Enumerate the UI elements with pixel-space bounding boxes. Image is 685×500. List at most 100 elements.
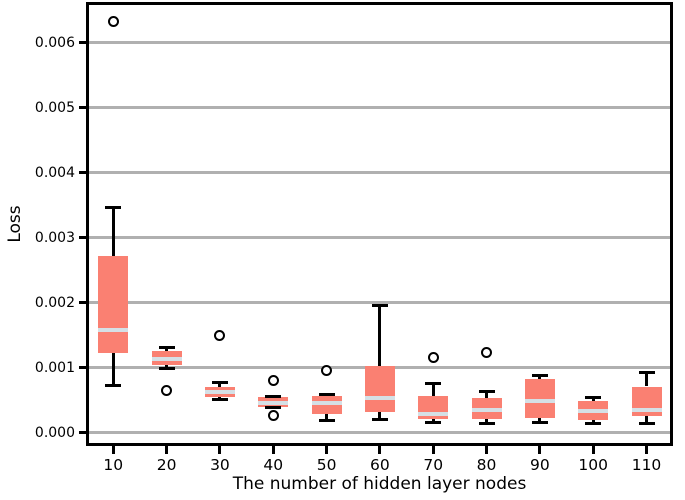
box [364,365,395,412]
plot-frame [86,2,673,446]
outlier-point [107,16,119,28]
x-tick-label: 50 [316,456,337,474]
median-line [418,411,449,416]
y-gridline [89,41,670,45]
y-gridline [89,431,670,435]
upper-cap [265,394,282,398]
lower-whisker [645,415,648,424]
upper-cap [371,303,388,307]
x-tick-label: 100 [578,456,608,474]
upper-cap [211,381,228,385]
lower-cap [211,398,228,401]
lower-whisker [591,419,595,424]
x-tick-mark [165,446,169,454]
y-tick-mark [79,236,86,240]
y-gridline [89,301,670,305]
lower-cap [265,406,282,410]
lower-whisker [111,352,115,386]
upper-whisker [111,207,115,256]
outlier-point [481,347,493,359]
outlier-point [321,365,333,377]
median-line [364,395,395,400]
x-tick-label: 40 [263,456,284,474]
upper-cap [425,382,442,386]
x-tick-mark [431,446,435,454]
box [311,396,342,415]
y-tick-label: 0.006 [34,34,75,51]
median-line [204,389,235,394]
upper-whisker [645,372,648,387]
y-tick-mark [79,41,86,45]
lower-cap [105,383,122,387]
median-line [471,407,502,412]
x-tick-label: 10 [103,456,124,474]
x-tick-label: 60 [370,456,390,474]
lower-whisker [431,419,435,423]
lower-whisker [538,418,542,423]
x-tick-label: 20 [156,456,177,474]
median-line [151,357,182,362]
lower-cap [371,418,388,422]
x-tick-label: 70 [423,456,444,474]
upper-cap [478,389,495,393]
outlier-point [267,409,279,421]
upper-whisker [485,391,489,399]
outlier-point [267,375,279,387]
y-tick-mark [79,431,86,435]
median-line [98,327,129,332]
upper-cap [638,371,655,375]
y-tick-mark [79,366,86,370]
y-gridline [89,171,670,175]
x-tick-mark [645,446,648,454]
x-tick-mark [271,446,275,454]
x-tick-label: 110 [631,456,662,474]
box [524,378,555,419]
lower-whisker [165,365,169,369]
median-line [311,400,342,405]
median-line [524,399,555,404]
y-tick-mark [79,106,86,110]
upper-whisker [591,397,595,401]
lower-cap [425,420,442,424]
outlier-point [214,329,226,341]
x-tick-mark [111,446,115,454]
x-tick-label: 80 [476,456,497,474]
lower-cap [585,422,602,426]
lower-cap [531,421,548,425]
outlier-point [427,352,439,364]
x-tick-label: 30 [210,456,230,474]
lower-whisker [485,419,489,424]
upper-whisker [431,383,435,396]
lower-cap [158,367,175,371]
y-tick-label: 0.001 [34,359,75,376]
upper-cap [105,206,122,210]
x-tick-mark [591,446,595,454]
y-gridline [89,106,670,110]
x-axis-title: The number of hidden layer nodes [232,474,527,494]
y-tick-label: 0.000 [34,424,75,441]
upper-whisker [165,347,169,351]
median-line [631,407,662,412]
lower-whisker [378,411,382,420]
outlier-point [161,384,173,396]
x-tick-mark [485,446,489,454]
median-line [578,409,609,414]
lower-cap [318,419,335,423]
lower-whisker [325,414,329,421]
upper-whisker [378,305,382,366]
upper-whisker [538,375,542,379]
box [98,255,129,353]
upper-cap [158,346,175,349]
lower-cap [478,422,495,426]
upper-whisker [218,382,222,388]
lower-cap [638,422,655,426]
y-tick-mark [79,301,86,305]
y-tick-label: 0.003 [34,229,75,246]
upper-cap [531,373,548,377]
x-tick-mark [218,446,222,454]
upper-cap [585,396,602,400]
y-tick-label: 0.002 [34,294,75,311]
x-tick-mark [378,446,382,454]
y-gridline [89,236,670,240]
